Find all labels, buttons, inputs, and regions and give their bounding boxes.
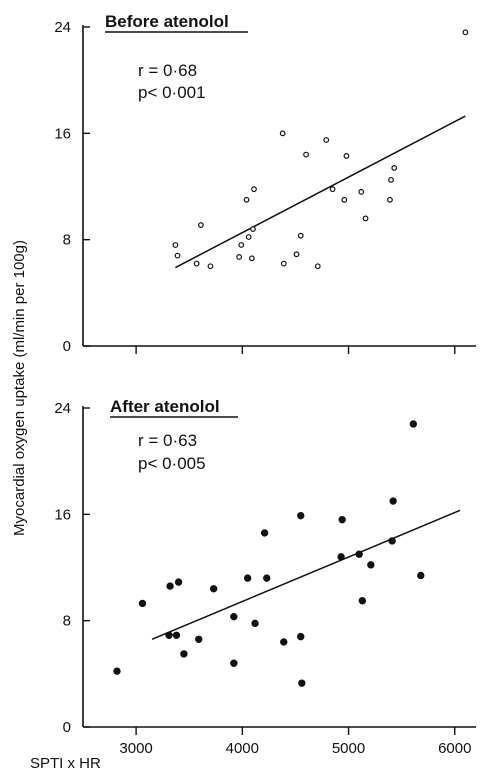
data-point <box>243 196 250 203</box>
data-point <box>260 529 269 537</box>
data-point <box>165 631 173 639</box>
data-point <box>251 619 259 628</box>
data-point <box>197 222 204 228</box>
data-point <box>172 242 179 248</box>
data-point <box>263 574 271 582</box>
data-point <box>391 164 398 171</box>
y-tick-label: 8 <box>63 232 71 249</box>
regression-line <box>151 509 461 640</box>
data-point <box>389 497 397 505</box>
y-tick-label: 16 <box>54 506 71 523</box>
data-point <box>207 263 214 270</box>
data-point <box>251 186 257 193</box>
data-point <box>388 537 396 545</box>
data-point <box>180 650 188 658</box>
data-point <box>297 511 305 520</box>
data-point <box>243 574 252 582</box>
data-point <box>358 597 367 605</box>
y-tick-label: 16 <box>54 125 71 142</box>
data-point <box>329 186 336 193</box>
data-point <box>248 255 255 262</box>
panel-before-atenolol: Before atenolol r = 0·68 p< 0·001 0 8 16 24 <box>54 12 476 355</box>
p-value-before: p< 0·001 <box>138 83 206 102</box>
data-point <box>250 226 256 232</box>
y-tick-label: 0 <box>63 719 71 736</box>
data-point <box>297 632 305 641</box>
data-point <box>387 196 393 203</box>
y-axis-label: Myocardial oxygen uptake (ml/min per 100… <box>11 240 28 536</box>
data-point <box>209 585 218 593</box>
data-point <box>409 420 418 428</box>
data-point <box>245 234 252 240</box>
regression-line <box>175 115 466 269</box>
data-point <box>166 582 174 590</box>
data-point <box>230 659 238 667</box>
data-point <box>341 196 348 203</box>
data-point <box>358 188 365 195</box>
data-point <box>314 263 321 270</box>
correlation-r-before: r = 0·68 <box>138 61 197 80</box>
x-tick-label: 6000 <box>438 740 471 757</box>
data-point <box>138 599 147 608</box>
x-axis-label: SPTI x HR <box>30 755 101 772</box>
data-point <box>323 137 330 143</box>
data-point <box>343 153 350 159</box>
data-point <box>297 232 304 239</box>
data-point <box>174 578 183 586</box>
data-point <box>388 176 394 183</box>
data-point <box>172 631 181 639</box>
panel-title-before: Before atenolol <box>105 12 229 31</box>
data-point <box>279 130 286 137</box>
data-point <box>367 561 375 569</box>
data-point <box>362 215 369 222</box>
data-point <box>298 679 306 687</box>
data-point <box>174 252 181 259</box>
x-tick-label: 3000 <box>119 740 152 757</box>
y-tick-label: 8 <box>63 613 71 630</box>
panel-after-atenolol: After atenolol r = 0·63 p< 0·005 0 8 16 24 3… <box>54 397 476 757</box>
y-tick-label: 0 <box>63 338 71 355</box>
data-point <box>195 635 203 643</box>
data-point <box>338 515 346 524</box>
panel-title-after: After atenolol <box>110 397 220 416</box>
data-point <box>280 638 288 646</box>
data-point <box>462 29 469 36</box>
data-point <box>293 251 300 258</box>
data-point <box>355 550 363 558</box>
data-point <box>236 254 243 260</box>
data-point <box>303 151 309 158</box>
p-value-after: p< 0·005 <box>138 454 206 473</box>
x-tick-label: 4000 <box>226 740 259 757</box>
data-point <box>280 260 287 267</box>
data-point <box>113 667 121 675</box>
data-point <box>417 571 425 580</box>
y-tick-label: 24 <box>54 19 71 36</box>
correlation-r-after: r = 0·63 <box>138 431 197 450</box>
data-point <box>337 553 345 561</box>
x-tick-label: 5000 <box>332 740 365 757</box>
y-tick-label: 24 <box>54 400 71 417</box>
data-point <box>230 612 238 621</box>
data-point <box>193 260 200 267</box>
data-point <box>238 242 245 248</box>
